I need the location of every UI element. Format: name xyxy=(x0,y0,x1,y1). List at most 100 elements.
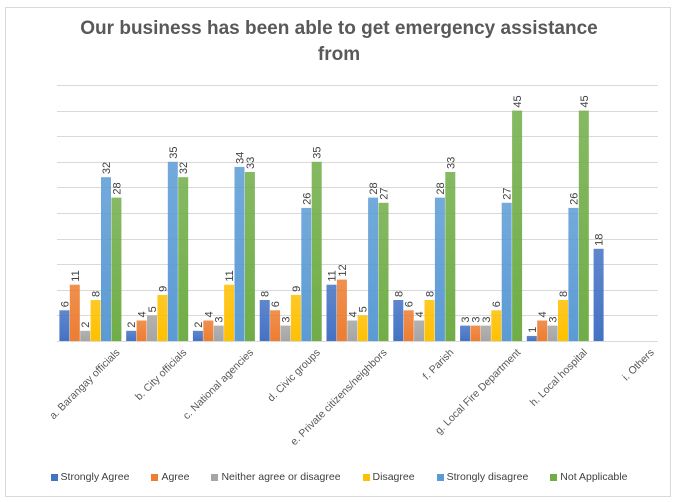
bar xyxy=(259,300,270,341)
bar xyxy=(347,320,358,341)
data-label: 6 xyxy=(404,301,416,307)
legend-item: Not Applicable xyxy=(550,471,627,483)
chart-title-line-2: from xyxy=(317,44,361,65)
data-label: 4 xyxy=(137,311,149,317)
bar xyxy=(59,310,70,341)
legend-swatch xyxy=(550,473,558,481)
bar xyxy=(192,330,203,341)
data-label: 18 xyxy=(594,234,606,246)
data-label: 4 xyxy=(203,311,215,317)
data-label: 8 xyxy=(260,291,272,297)
bar xyxy=(336,279,347,341)
legend-swatch xyxy=(151,473,159,481)
data-label: 3 xyxy=(481,317,493,323)
bar xyxy=(378,202,389,341)
data-label: 8 xyxy=(91,291,103,297)
legend-label: Strongly Agree xyxy=(60,471,130,483)
data-label: 45 xyxy=(579,95,591,107)
bars xyxy=(59,110,604,341)
legend-label: Neither agree or disagree xyxy=(221,471,341,483)
data-label: 26 xyxy=(568,193,580,205)
bar xyxy=(126,330,137,341)
legend-swatch xyxy=(436,473,444,481)
bar xyxy=(326,284,337,341)
data-label: 4 xyxy=(537,311,549,317)
bar xyxy=(357,315,368,341)
bar xyxy=(203,320,214,341)
data-label: 34 xyxy=(235,152,247,164)
legend-label: Not Applicable xyxy=(560,471,628,483)
bar xyxy=(301,207,312,341)
data-label: 9 xyxy=(157,286,169,292)
gridlines xyxy=(57,85,658,342)
data-label: 28 xyxy=(435,182,447,194)
data-label: 27 xyxy=(379,188,391,200)
bar xyxy=(424,300,435,341)
bar xyxy=(393,300,404,341)
bar xyxy=(593,248,604,341)
legend: Strongly Agree Agree Neither agree or disa… xyxy=(0,471,678,483)
legend-label: Disagree xyxy=(372,471,415,483)
data-label: 4 xyxy=(414,311,426,317)
bar xyxy=(547,325,558,341)
legend-item: Neither agree or disagree xyxy=(211,471,341,483)
data-label: 12 xyxy=(337,264,349,276)
bar xyxy=(101,177,111,341)
data-label: 2 xyxy=(126,322,138,328)
data-label: 11 xyxy=(70,270,82,281)
legend-swatch xyxy=(362,473,370,481)
data-label: 45 xyxy=(512,95,524,107)
data-label: 32 xyxy=(178,162,190,174)
legend-swatch xyxy=(211,473,219,481)
bar xyxy=(526,335,537,341)
data-label: 28 xyxy=(368,182,380,194)
bar xyxy=(568,207,579,341)
legend-item: Agree xyxy=(151,471,189,483)
bar xyxy=(80,330,91,341)
bar xyxy=(403,310,414,341)
data-label: 6 xyxy=(270,301,282,307)
data-label: 4 xyxy=(347,311,359,317)
bar xyxy=(512,110,523,341)
data-label: 35 xyxy=(168,147,180,159)
x-axis-labels: a. Barangay officials b. City officialsc.… xyxy=(47,347,656,448)
bar xyxy=(537,320,548,341)
x-tick-label: c. National agencies xyxy=(181,347,256,422)
data-label: 8 xyxy=(558,291,570,297)
bar xyxy=(434,197,445,341)
bar xyxy=(558,300,568,341)
data-label: 2 xyxy=(80,322,92,328)
data-label: 33 xyxy=(245,157,257,169)
bar xyxy=(90,300,101,341)
x-tick-label: a. Barangay officials xyxy=(47,347,122,422)
bar xyxy=(167,161,178,341)
bar xyxy=(244,172,255,341)
data-label: 27 xyxy=(502,188,514,200)
bar xyxy=(234,166,245,341)
bar xyxy=(368,197,379,341)
data-label: 8 xyxy=(393,291,405,297)
data-label: 3 xyxy=(470,317,482,323)
data-label: 28 xyxy=(111,182,123,194)
x-tick-label: b. City officials xyxy=(133,347,189,403)
x-tick-label: d. Civic groups xyxy=(265,347,323,405)
data-label: 5 xyxy=(147,306,159,312)
bar xyxy=(270,310,281,341)
bar xyxy=(290,294,301,341)
bar xyxy=(157,294,168,341)
data-label: 5 xyxy=(358,306,370,312)
chart-title-line-1: Our business has been able to get emerge… xyxy=(80,18,598,39)
bar xyxy=(578,110,589,341)
data-label: 9 xyxy=(291,286,303,292)
bar xyxy=(501,202,512,341)
bar xyxy=(311,161,322,341)
data-labels: 6112832282459353224311343386392635111245… xyxy=(59,95,605,333)
x-tick-label: h. Local hospital xyxy=(528,347,590,409)
bar xyxy=(147,315,157,341)
data-label: 8 xyxy=(424,291,436,297)
data-label: 3 xyxy=(548,317,560,323)
data-label: 35 xyxy=(312,147,324,159)
bar xyxy=(213,325,224,341)
bar xyxy=(491,310,502,341)
legend-label: Agree xyxy=(161,471,190,483)
